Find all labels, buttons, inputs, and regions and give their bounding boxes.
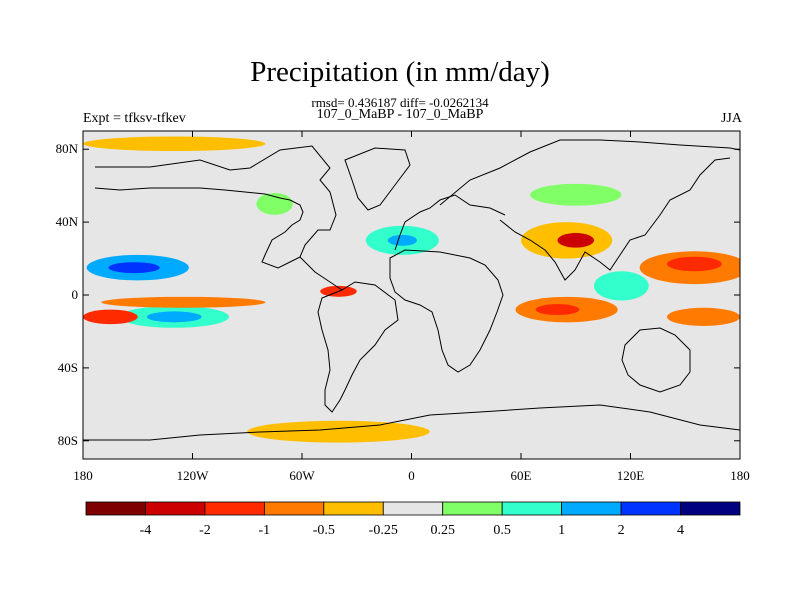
- comparison-label: 107_0_MaBP - 107_0_MaBP: [316, 107, 484, 122]
- colorbar-label: -2: [199, 523, 211, 538]
- colorbar-swatch: [680, 501, 741, 516]
- field-southern-ocean-positive: [247, 420, 430, 443]
- colorbar-label: 1: [558, 523, 565, 538]
- colorbar-label: -4: [140, 523, 152, 538]
- lon-tick-label: 120E: [617, 468, 645, 483]
- colorbar-label: -1: [259, 523, 271, 538]
- field-atlantic-north-negative-core: [387, 234, 417, 246]
- field-tropical-pacific-south-negative-core: [146, 311, 202, 323]
- coastline-africa: [389, 249, 504, 373]
- coastlines: [83, 139, 740, 441]
- rmsd-diff-stats: rmsd= 0.436187 diff= -0.0262134: [311, 95, 489, 110]
- colorbar-label: 0.5: [493, 523, 511, 538]
- latitude-axis: 80N 40N 0 40S 80S: [56, 141, 740, 448]
- longitude-axis: 180 120W 60W 0 60E 120E 180: [73, 131, 750, 483]
- colorbar-swatch: [620, 501, 681, 516]
- field-tropical-pacific-north-negative-core: [108, 262, 160, 274]
- colorbar-swatch: [323, 501, 384, 516]
- colorbar-swatch: [85, 501, 146, 516]
- field-maritime-negative: [594, 271, 649, 301]
- field-indian-ocean-positive-core: [535, 304, 580, 316]
- field-pacific-equatorial-positive: [101, 296, 266, 308]
- lon-tick-label: 180: [73, 468, 93, 483]
- lat-tick-label: 0: [72, 287, 79, 302]
- field-india-monsoon-positive-core: [557, 233, 594, 248]
- colorbar-label: -0.25: [369, 523, 398, 538]
- lat-tick-label: 80S: [58, 433, 78, 448]
- lon-tick-label: 0: [408, 468, 415, 483]
- colorbar-swatch: [204, 501, 265, 516]
- colorbar-swatch: [382, 501, 444, 516]
- colorbar-label: 0.25: [430, 523, 455, 538]
- coastline-south-america: [317, 281, 399, 413]
- lon-tick-label: 60E: [511, 468, 532, 483]
- lon-tick-label: 120W: [177, 468, 210, 483]
- coastline-antarctica: [83, 404, 740, 441]
- colorbar-swatch: [561, 501, 622, 516]
- field-west-pacific-positive-core: [667, 256, 722, 272]
- lat-tick-label: 40S: [58, 360, 78, 375]
- lon-tick-label: 180: [730, 468, 750, 483]
- coastline-greenland: [344, 147, 411, 211]
- colorbar-swatch: [501, 501, 563, 516]
- field-siberia-negative: [530, 183, 622, 206]
- coastline-europe: [394, 194, 506, 251]
- coastline-australia: [621, 327, 691, 393]
- coastline-asia: [439, 139, 740, 281]
- field-pacific-offequator-positive: [83, 309, 138, 325]
- colorbar-label: 4: [677, 523, 684, 538]
- lon-tick-label: 60W: [289, 468, 315, 483]
- colorbar-label: -0.5: [313, 523, 335, 538]
- coastline-central-america: [299, 256, 343, 291]
- colorbar: -4 -2 -1 -0.5 -0.25 0.25 0.5 1 2 4: [85, 501, 741, 538]
- field-arctic-positive: [83, 136, 266, 152]
- field-south-pacific-positive: [667, 307, 740, 326]
- colorbar-label: 2: [618, 523, 625, 538]
- map-title: Precipitation (in mm/day): [250, 56, 550, 88]
- lat-tick-label: 80N: [56, 141, 79, 156]
- season-label: JJA: [720, 111, 742, 126]
- colorbar-swatch: [145, 501, 206, 516]
- colorbar-swatch: [263, 501, 325, 516]
- lat-tick-label: 40N: [56, 214, 79, 229]
- experiment-label: Expt = tfksv-tfkev: [83, 111, 186, 126]
- colorbar-swatch: [442, 501, 503, 516]
- coastline-north-america: [94, 145, 337, 269]
